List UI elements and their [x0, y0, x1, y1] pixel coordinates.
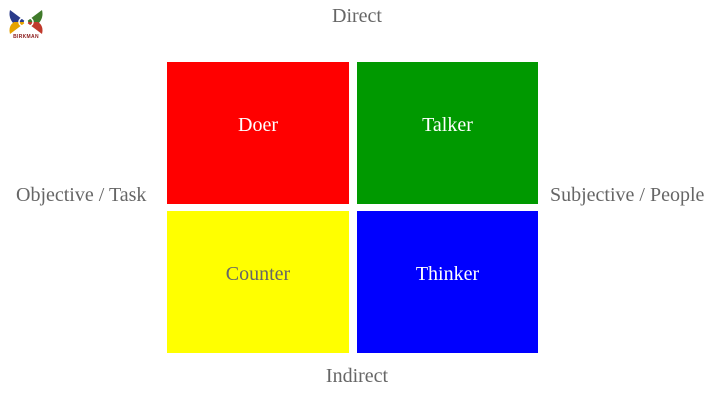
- birkman-logo-icon: [9, 10, 43, 34]
- birkman-logo: BIRKMAN: [6, 8, 46, 44]
- quadrant-label-thinker: Thinker: [415, 263, 480, 285]
- quadrant-thinker: Thinker: [357, 211, 538, 353]
- quadrant-doer: Doer: [167, 62, 349, 204]
- quadrant-label-doer: Doer: [238, 114, 278, 136]
- axis-label-indirect: Indirect: [325, 365, 389, 387]
- quadrant-label-counter: Counter: [225, 263, 291, 285]
- logo-text: BIRKMAN: [13, 34, 39, 40]
- axis-label-objective-task: Objective / Task: [16, 184, 147, 206]
- quadrant-counter: Counter: [167, 211, 349, 353]
- axis-label-direct: Direct: [332, 5, 382, 27]
- quadrant-talker: Talker: [357, 62, 538, 204]
- axis-label-subjective-people: Subjective / People: [550, 184, 705, 206]
- quadrant-label-talker: Talker: [422, 114, 473, 136]
